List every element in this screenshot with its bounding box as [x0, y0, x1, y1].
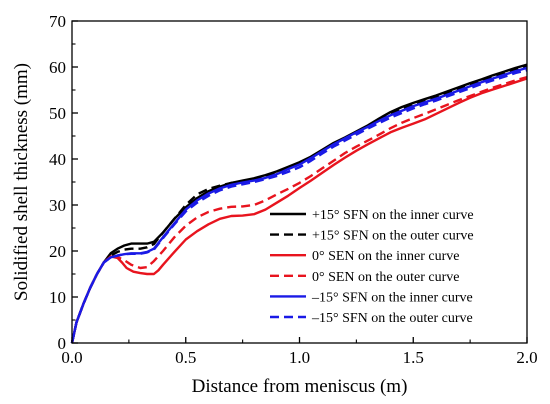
legend-label-4: 0° SEN on the outer curve	[312, 270, 460, 285]
series-line-3	[70, 77, 528, 344]
y-tick-label: 70	[49, 12, 66, 31]
series-line-2	[70, 64, 528, 344]
y-axis-title: Solidified shell thickness (mm)	[11, 63, 32, 301]
x-axis-title: Distance from meniscus (m)	[192, 376, 408, 397]
x-tick-label: 1.5	[403, 348, 424, 367]
y-tick-label: 60	[49, 58, 66, 77]
series-layer	[70, 63, 528, 344]
series-line-1	[70, 63, 528, 344]
legend-label-2: +15° SFN on the outer curve	[312, 229, 474, 244]
x-tick-label: 1.0	[289, 348, 310, 367]
series-line-4	[70, 75, 528, 344]
legend-label-6: –15° SFN on the outer curve	[311, 311, 473, 326]
y-tick-label: 20	[49, 242, 66, 261]
tick-labels-layer: 0.0 0.5 1.0 1.5 2.0 0 10 20 30 40 50 60 70	[49, 12, 538, 367]
y-tick-label: 0	[58, 334, 67, 353]
legend-label-5: –15° SFN on the inner curve	[311, 290, 473, 305]
y-tick-label: 40	[49, 150, 66, 169]
legend-label-3: 0° SEN on the inner curve	[312, 249, 460, 264]
legend: +15° SFN on the inner curve +15° SFN on t…	[270, 208, 474, 326]
y-tick-label: 30	[49, 196, 66, 215]
y-tick-label: 10	[49, 288, 66, 307]
x-tick-label: 0.5	[175, 348, 196, 367]
x-tick-label: 0.0	[61, 348, 82, 367]
series-line-6	[70, 69, 528, 344]
y-tick-label: 50	[49, 104, 66, 123]
legend-label-1: +15° SFN on the inner curve	[312, 208, 474, 223]
ticks-layer	[71, 20, 528, 344]
x-tick-label: 2.0	[516, 348, 537, 367]
